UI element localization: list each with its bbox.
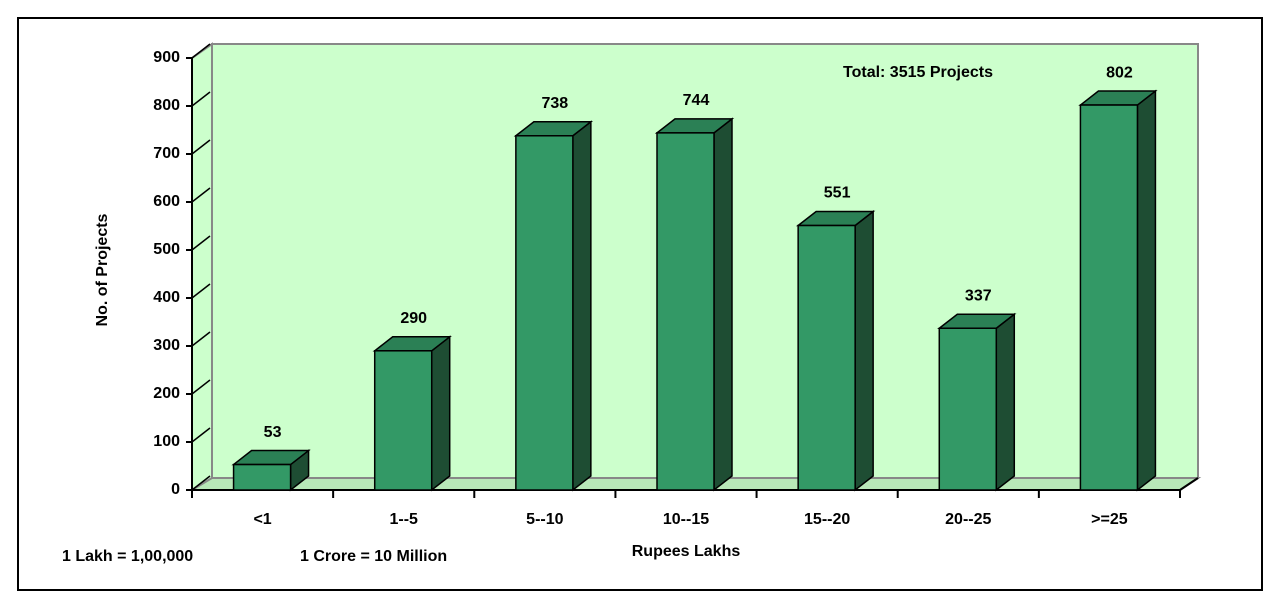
bar-side — [430, 335, 451, 492]
y-tick-depth — [191, 187, 211, 203]
y-tick-depth — [191, 91, 211, 107]
y-tick-depth — [191, 43, 211, 59]
bar-side — [713, 117, 733, 492]
bar — [795, 209, 876, 492]
note: 1 Lakh = 1,00,000 — [62, 548, 193, 565]
bar-front — [232, 463, 292, 491]
y-axis-label: No. of Projects — [94, 213, 111, 326]
x-tick-label: 5--10 — [526, 511, 563, 528]
bar-front — [515, 135, 574, 491]
value-label: 53 — [264, 424, 282, 441]
x-tick-label: 10--15 — [663, 511, 709, 528]
bar-front — [797, 224, 856, 491]
bar-side — [995, 312, 1016, 492]
bar — [231, 449, 311, 492]
value-label: 738 — [542, 95, 569, 112]
y-tick-label: 100 — [153, 433, 180, 450]
value-label: 802 — [1106, 64, 1133, 81]
y-tick-depth — [191, 427, 211, 443]
y-tick-label: 700 — [153, 145, 180, 162]
y-tick-label: 600 — [153, 193, 180, 210]
bar-front — [938, 327, 998, 491]
bar-side — [854, 209, 874, 492]
value-label: 290 — [400, 310, 427, 327]
y-tick-label: 0 — [171, 481, 180, 498]
annotation: Total: 3515 Projects — [843, 64, 993, 81]
bar — [937, 312, 1017, 492]
y-tick-label: 400 — [153, 289, 180, 306]
axis-depth — [1179, 477, 1199, 491]
bar-side — [1136, 89, 1157, 492]
value-label: 744 — [683, 92, 710, 109]
y-tick-depth — [191, 475, 211, 491]
bar — [513, 120, 594, 492]
x-tick-label: 20--25 — [945, 511, 991, 528]
y-tick-label: 500 — [153, 241, 180, 258]
x-tick-label: 1--5 — [389, 511, 418, 528]
y-tick-depth — [191, 379, 211, 395]
y-tick-depth — [191, 235, 211, 251]
value-label: 551 — [824, 185, 851, 202]
x-tick-label: >=25 — [1091, 511, 1128, 528]
bar-front — [1079, 104, 1139, 491]
bar-side — [572, 120, 592, 492]
x-tick-label: <1 — [253, 511, 271, 528]
y-tick-depth — [191, 139, 211, 155]
bar — [372, 335, 452, 492]
bar — [1078, 89, 1158, 492]
bar — [654, 117, 735, 492]
side-wall — [191, 42, 213, 492]
y-tick-depth — [191, 331, 211, 347]
value-label: 337 — [965, 287, 992, 304]
y-tick-label: 200 — [153, 385, 180, 402]
y-tick-label: 900 — [153, 49, 180, 66]
bar-front — [373, 350, 433, 491]
y-tick-label: 300 — [153, 337, 180, 354]
y-tick-depth — [191, 283, 211, 299]
bar-front — [656, 132, 715, 491]
x-axis-label: Rupees Lakhs — [632, 543, 741, 560]
note: 1 Crore = 10 Million — [300, 548, 447, 565]
y-tick-label: 800 — [153, 97, 180, 114]
x-tick-label: 15--20 — [804, 511, 850, 528]
